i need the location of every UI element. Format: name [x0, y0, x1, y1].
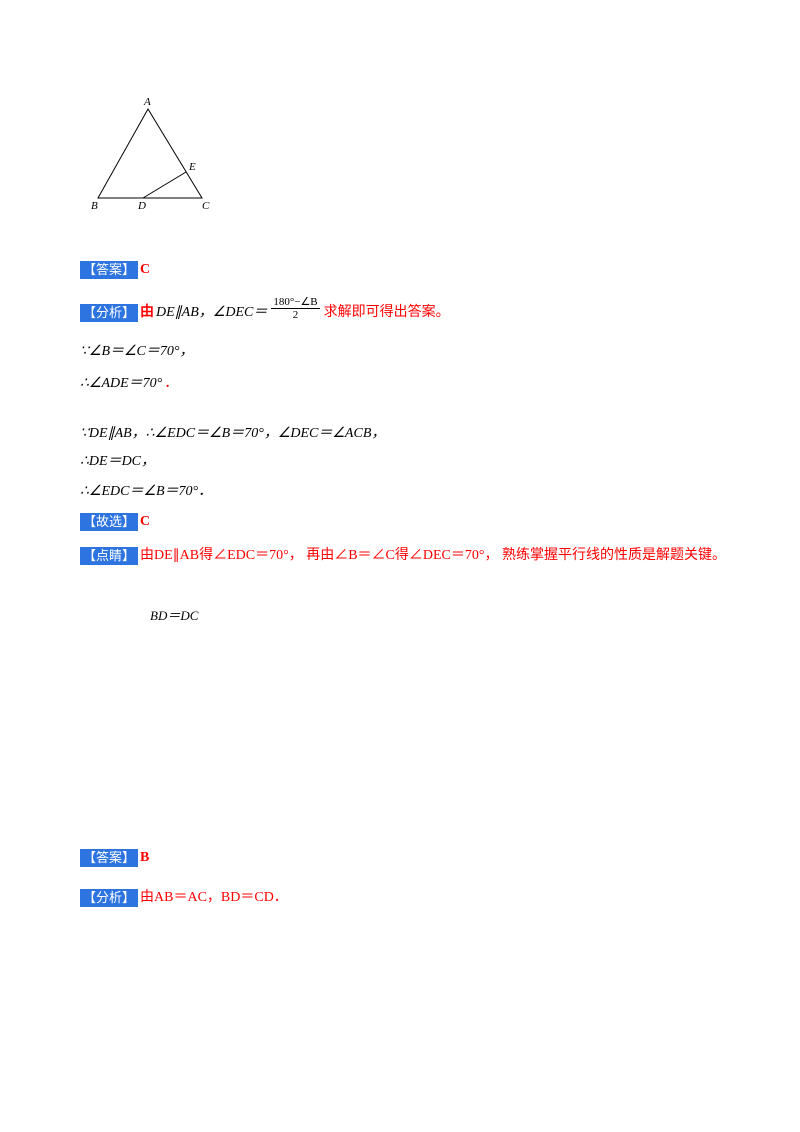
- step-red-mark: ．: [164, 376, 179, 391]
- analysis-label: 【分析】: [80, 303, 139, 322]
- point-e-label: E: [188, 161, 196, 173]
- remark-line: 【点睛】 由DE∥AB得∠EDC＝70°， 再由∠B＝∠C得∠DEC＝70°， …: [80, 546, 726, 566]
- analysis-red-lead: 由: [140, 304, 155, 320]
- segment-de: [142, 171, 187, 199]
- remark-text: 由DE∥AB得∠EDC＝70°， 再由∠B＝∠C得∠DEC＝70°， 熟练掌握平…: [140, 548, 726, 563]
- triangle-abc: [97, 108, 203, 199]
- vertex-a-label: A: [143, 96, 151, 108]
- solution-step-4: ∴DE＝DC，: [80, 452, 155, 472]
- answer-value: B: [140, 850, 150, 865]
- solution-step-5: ∴∠EDC＝∠B＝70°．: [80, 482, 212, 502]
- fraction: 180°−∠B 2: [271, 296, 320, 321]
- solution-step-2: ∴∠ADE＝70° ．: [80, 374, 178, 394]
- triangle-svg: A B C D E: [91, 96, 210, 212]
- formula-text: BD＝DC: [150, 608, 199, 623]
- point-d-label: D: [137, 200, 146, 212]
- solution-step-3: ∵DE∥AB，∴∠EDC＝∠B＝70°，∠DEC＝∠ACB，: [80, 424, 385, 444]
- choice-line: 【故选】 C: [80, 512, 150, 532]
- step-text: ∴∠EDC＝∠B＝70°．: [80, 484, 213, 499]
- analysis-red-tail: 求解即可得出答案。: [323, 304, 450, 320]
- solution-step-1: ∵∠B＝∠C＝70°，: [80, 342, 194, 362]
- analysis-formula-pre: DE∥AB，∠DEC＝: [156, 304, 268, 320]
- analysis-line: 【分析】 由 DE∥AB，∠DEC＝ 180°−∠B 2 求解即可得出答案。: [80, 296, 450, 325]
- analysis-label: 【分析】: [80, 889, 139, 907]
- step-text: ∵DE∥AB，∴∠EDC＝∠B＝70°，∠DEC＝∠ACB，: [80, 426, 386, 441]
- answer-label: 【答案】: [80, 261, 139, 279]
- choice-label: 【故选】: [80, 513, 139, 531]
- answer-value: C: [140, 262, 151, 277]
- isolated-formula: BD＝DC: [150, 606, 198, 626]
- step-text: ∵∠B＝∠C＝70°，: [80, 344, 194, 359]
- analysis-text: 由AB＝AC，BD＝CD．: [140, 890, 288, 905]
- vertex-b-label: B: [91, 200, 98, 212]
- answer-label: 【答案】: [80, 849, 139, 867]
- vertex-c-label: C: [202, 200, 210, 212]
- fraction-denominator: 2: [292, 309, 299, 321]
- step-text: ∴∠ADE＝70°: [80, 376, 163, 391]
- fraction-numerator: 180°−∠B: [271, 296, 320, 309]
- analysis-line-2: 【分析】 由AB＝AC，BD＝CD．: [80, 888, 288, 908]
- triangle-figure: A B C D E: [90, 95, 212, 213]
- remark-label: 【点睛】: [80, 547, 139, 565]
- answer-line-2: 【答案】 B: [80, 848, 149, 868]
- answer-line-1: 【答案】 C: [80, 260, 150, 280]
- choice-value: C: [140, 514, 151, 529]
- step-text: ∴DE＝DC，: [80, 454, 156, 469]
